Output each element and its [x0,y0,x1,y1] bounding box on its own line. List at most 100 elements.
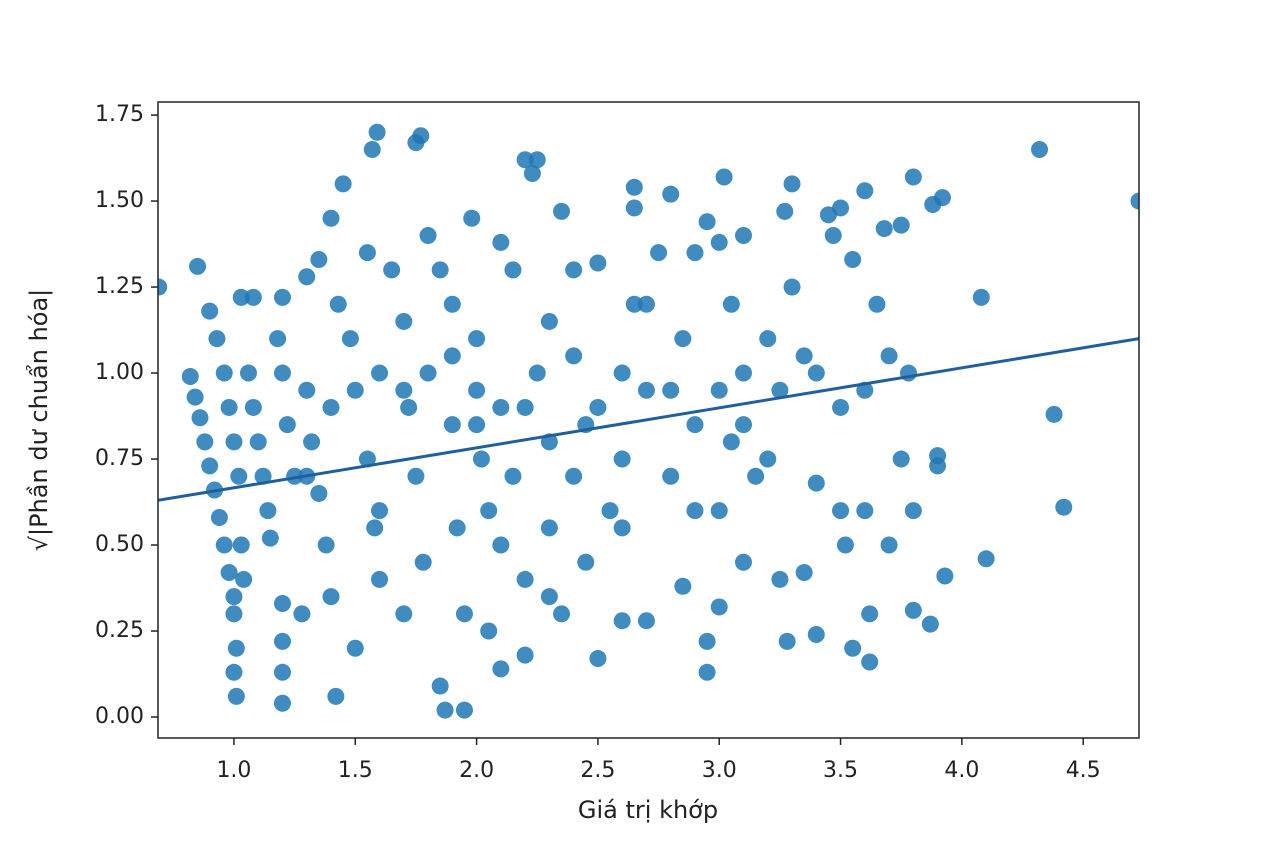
point [734,364,752,382]
point [468,381,486,399]
point [186,388,204,406]
point [419,364,437,382]
point [492,536,510,554]
point [286,467,304,485]
point [613,450,631,468]
point [836,536,854,554]
x-tick-label: 3.0 [702,758,737,783]
point [215,536,233,554]
point [771,381,789,399]
point [589,650,607,668]
x-tick-label: 3.5 [823,758,858,783]
point [443,347,461,365]
point [904,601,922,619]
point [1055,498,1073,516]
point [686,502,704,520]
point [259,502,277,520]
point [868,295,886,313]
point [977,550,995,568]
point [832,502,850,520]
point [807,474,825,492]
point [650,244,668,262]
x-tick-label: 1.5 [338,758,373,783]
point [710,381,728,399]
point [232,288,250,306]
y-tick-label: 0.25 [95,618,144,643]
point [261,529,279,547]
point [565,467,583,485]
point [158,278,168,296]
point [936,567,954,585]
point [662,467,680,485]
point [698,663,716,681]
point [346,639,364,657]
point [613,519,631,537]
point [771,570,789,588]
y-tick-label: 0.00 [95,704,144,729]
point [371,570,389,588]
point [225,433,243,451]
point [715,168,733,186]
x-tick-label: 4.5 [1066,758,1101,783]
point [208,330,226,348]
point [227,687,245,705]
point [363,140,381,158]
point [844,639,862,657]
point [861,653,879,671]
point [613,612,631,630]
point [273,663,291,681]
point [807,625,825,643]
point [368,123,386,141]
point [637,295,655,313]
point [880,347,898,365]
point [480,622,498,640]
point [310,251,328,269]
point [463,209,481,227]
point [504,467,522,485]
point [240,364,258,382]
point [637,381,655,399]
point [553,202,571,220]
point [523,165,541,183]
point [334,175,352,193]
y-axis-label: √|Phần dư chuẩn hóa| [25,289,53,552]
point [298,381,316,399]
point [468,330,486,348]
point [273,595,291,613]
point [492,233,510,251]
point [528,151,546,169]
point [625,199,643,217]
point [443,295,461,313]
point [710,598,728,616]
point [972,288,990,306]
x-axis-label: Giá trị khớp [578,796,718,824]
point [565,261,583,279]
point [346,381,364,399]
point [921,615,939,633]
point [317,536,335,554]
point [455,605,473,623]
point [371,502,389,520]
point [892,450,910,468]
point [227,639,245,657]
point [1031,140,1049,158]
y-tick-label: 0.50 [95,532,144,557]
point [747,467,765,485]
point [824,226,842,244]
point [565,347,583,365]
point [698,632,716,650]
point [759,330,777,348]
point [783,278,801,296]
point [492,398,510,416]
point [929,457,947,475]
point [589,398,607,416]
point [516,398,534,416]
point [278,416,296,434]
point [215,364,233,382]
point [613,364,631,382]
point [540,519,558,537]
point [254,467,272,485]
point [734,553,752,571]
